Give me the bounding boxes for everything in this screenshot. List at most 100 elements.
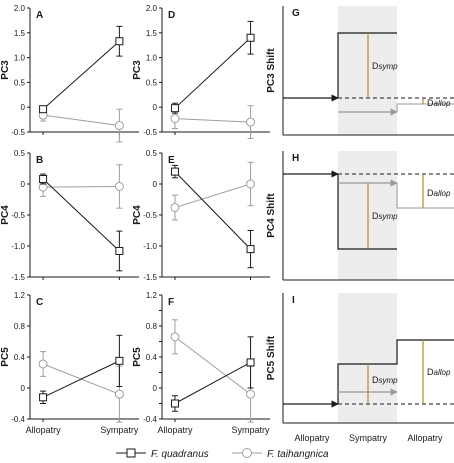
shift-label-d: D: [372, 375, 379, 385]
data-point-circle: [246, 389, 256, 399]
y-axis-label: PC3: [0, 60, 11, 80]
series-line: [43, 114, 120, 127]
series-line: [174, 171, 251, 250]
shift-label-sub: symp: [379, 212, 399, 221]
shift-label: Dsymp: [372, 375, 398, 385]
y-axis-label: PC5 Shift: [266, 335, 277, 380]
series-line: [174, 118, 251, 123]
allopatric-gray-line: [396, 183, 454, 209]
shift-label-sub: allop: [434, 99, 451, 108]
series-line: [174, 336, 251, 395]
y-axis-label: PC4: [0, 205, 11, 225]
y-tick-label: -1.0: [11, 242, 25, 251]
data-point-square: [115, 356, 124, 365]
chart-panel-e: -1.5 -1.0 -0.5 0 0.5 E PC4: [132, 149, 270, 282]
x-tick-label: Allopatry: [157, 425, 193, 435]
shift-label-sub: symp: [379, 376, 399, 385]
x-tick-label: Sympatry: [100, 425, 139, 435]
y-tick-label: 0.5: [14, 78, 26, 87]
shift-label-sub: allop: [434, 189, 451, 198]
y-tick-label: -0.5: [143, 128, 157, 137]
y-tick-label: 0.4: [14, 353, 26, 362]
x-tick-label: Allopatry: [26, 425, 62, 435]
series-line: [174, 37, 251, 109]
y-tick-label: 0.5: [146, 78, 158, 87]
y-axis-label: PC4: [132, 205, 143, 225]
series-line: [42, 40, 120, 110]
panel-label: I: [292, 295, 295, 306]
y-tick-label: -0.4: [143, 415, 157, 424]
data-point-circle: [114, 181, 124, 191]
y-tick-label: 0: [153, 103, 158, 112]
sympatry-shift-line: [337, 32, 397, 98]
y-axis-label: PC5: [132, 347, 143, 367]
y-axis-label: PC3: [132, 60, 143, 80]
data-point-circle: [114, 121, 124, 131]
y-tick-label: -0.4: [11, 415, 25, 424]
data-point-circle: [170, 203, 180, 213]
series-line: [42, 178, 120, 252]
y-tick-label: 1.5: [14, 29, 26, 38]
series-line: [43, 185, 120, 188]
data-point-circle: [246, 117, 256, 127]
y-tick-label: 1.0: [14, 54, 26, 63]
y-tick-label: 0: [153, 384, 158, 393]
y-tick-label: 2.0: [14, 4, 26, 13]
schematic-x-label: Allopatry: [294, 433, 330, 443]
shift-label-d: D: [372, 211, 379, 221]
allopatric-gray-line: [396, 103, 454, 112]
shift-label-sub: symp: [379, 62, 399, 71]
y-tick-label: 1.2: [14, 291, 26, 300]
y-tick-label: 2.0: [146, 4, 158, 13]
chart-panel-d: -0.5 0 0.5 1.0 1.5 2.0 D PC3: [132, 4, 270, 139]
panel-label: D: [168, 10, 175, 21]
schematic-x-label: Sympatry: [349, 433, 388, 443]
y-tick-label: 0.8: [14, 322, 26, 331]
panel-label: F: [168, 297, 174, 308]
y-tick-label: -1.5: [11, 273, 25, 282]
data-point-square: [246, 358, 255, 367]
y-tick-label: 0.8: [146, 322, 158, 331]
y-axis-label: PC4 Shift: [266, 193, 277, 238]
y-axis-label: PC5: [0, 347, 11, 367]
shift-label: Dsymp: [372, 61, 398, 71]
y-tick-label: -0.5: [11, 211, 25, 220]
legend-quadranus-label: F. quadranus: [151, 449, 209, 460]
y-tick-label: 0: [21, 103, 26, 112]
y-tick-label: -0.5: [11, 128, 25, 137]
y-tick-label: 0: [153, 180, 158, 189]
data-point-circle: [246, 179, 256, 189]
x-tick-label: Sympatry: [232, 425, 271, 435]
data-point-square: [115, 246, 124, 255]
data-point-square: [170, 104, 179, 113]
legend-taihangnica-label: F. taihangnica: [267, 449, 329, 460]
data-point-circle: [38, 359, 48, 369]
data-point-square: [39, 105, 48, 114]
shift-label: Dallop: [427, 367, 451, 377]
y-axis-label: PC3 Shift: [266, 48, 277, 93]
y-tick-label: 1.0: [146, 54, 158, 63]
shift-label: Dallop: [427, 188, 451, 198]
sympatry-shift-line: [337, 174, 397, 250]
line-chart-panels: -0.5 0 0.5 1.0 1.5 2.0 A PC3 -1.5 -1.0 -0.5 0 0.5 B PC…: [0, 4, 270, 435]
legend-taihangnica-marker: [242, 448, 252, 458]
panel-label: H: [292, 153, 299, 164]
legend: F. quadranus F. taihangnica: [116, 448, 329, 460]
data-point-square: [170, 399, 179, 408]
data-point-square: [115, 37, 124, 46]
schematic-x-label: Allopatry: [407, 433, 443, 443]
y-tick-label: 0.5: [14, 149, 26, 158]
chart-panel-b: -1.5 -1.0 -0.5 0 0.5 B PC4: [0, 149, 139, 282]
data-point-square: [246, 33, 255, 42]
shift-line: [337, 339, 454, 404]
chart-panel-c: -0.4 0 0.4 0.8 1.2 C PC5: [0, 291, 139, 424]
shift-label-d: D: [427, 188, 434, 198]
y-tick-label: 0: [21, 384, 26, 393]
data-point-circle: [114, 389, 124, 399]
y-tick-label: 1.5: [146, 29, 158, 38]
data-point-circle: [170, 332, 180, 342]
